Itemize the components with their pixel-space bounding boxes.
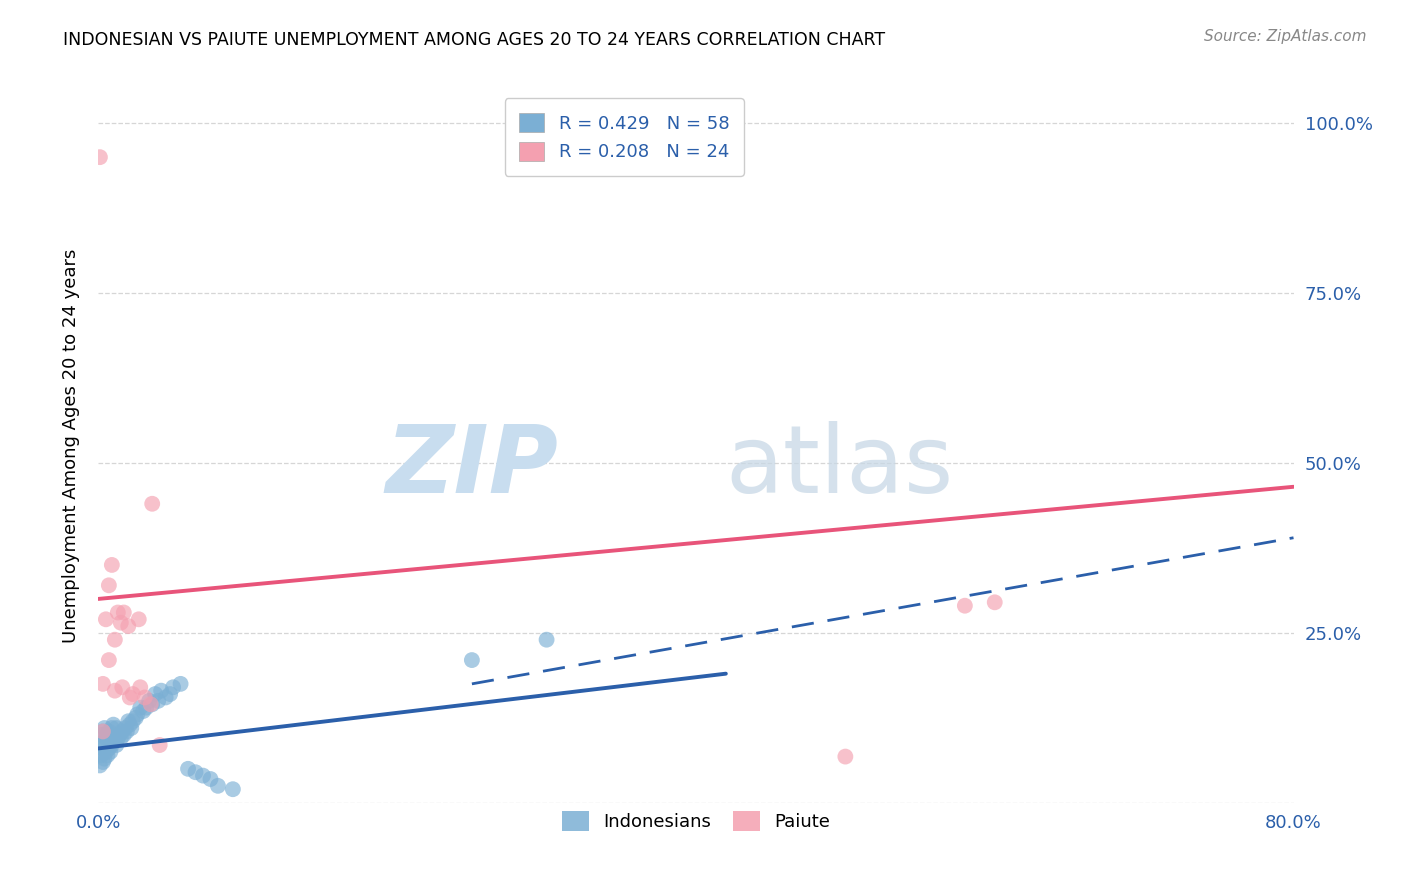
Point: [97, 578, 120, 592]
Point: [94, 745, 117, 759]
Point: [184, 765, 207, 780]
Point: [91, 724, 114, 739]
Point: [101, 721, 124, 735]
Point: [91, 724, 114, 739]
Point: [91, 755, 114, 769]
Point: [132, 704, 155, 718]
Point: [112, 728, 135, 742]
Text: ZIP: ZIP: [385, 421, 558, 514]
Point: [148, 694, 170, 708]
Point: [953, 599, 976, 613]
Point: [112, 606, 135, 620]
Point: [90, 748, 112, 763]
Point: [98, 745, 122, 759]
Point: [93, 751, 115, 765]
Point: [111, 680, 134, 694]
Point: [96, 748, 118, 763]
Point: [97, 653, 120, 667]
Point: [207, 779, 229, 793]
Point: [93, 734, 115, 748]
Point: [108, 728, 131, 742]
Point: [118, 717, 141, 731]
Point: [169, 677, 191, 691]
Point: [150, 683, 173, 698]
Point: [536, 632, 558, 647]
Point: [97, 741, 120, 756]
Point: [159, 687, 181, 701]
Point: [121, 687, 143, 701]
Point: [93, 721, 115, 735]
Point: [141, 497, 163, 511]
Point: [94, 612, 117, 626]
Point: [200, 772, 222, 786]
Point: [134, 690, 156, 705]
Point: [120, 721, 142, 735]
Point: [117, 619, 139, 633]
Point: [115, 724, 138, 739]
Point: [94, 731, 117, 746]
Point: [91, 677, 114, 691]
Point: [98, 728, 122, 742]
Point: [129, 700, 152, 714]
Point: [222, 782, 245, 797]
Point: [110, 615, 132, 630]
Point: [101, 558, 124, 572]
Point: [107, 606, 129, 620]
Point: [135, 700, 157, 714]
Point: [89, 758, 111, 772]
Point: [149, 738, 172, 752]
Point: [191, 769, 214, 783]
Text: INDONESIAN VS PAIUTE UNEMPLOYMENT AMONG AGES 20 TO 24 YEARS CORRELATION CHART: INDONESIAN VS PAIUTE UNEMPLOYMENT AMONG …: [63, 31, 886, 49]
Point: [118, 690, 141, 705]
Point: [104, 683, 127, 698]
Point: [128, 612, 150, 626]
Point: [125, 711, 148, 725]
Legend: Indonesians, Paiute: Indonesians, Paiute: [553, 802, 839, 840]
Point: [89, 150, 111, 164]
Point: [103, 717, 125, 731]
Point: [117, 714, 139, 729]
Point: [177, 762, 200, 776]
Text: atlas: atlas: [725, 421, 953, 514]
Point: [127, 707, 149, 722]
Point: [111, 724, 134, 739]
Point: [984, 595, 1007, 609]
Point: [155, 690, 177, 705]
Point: [461, 653, 484, 667]
Point: [105, 721, 128, 735]
Point: [90, 728, 112, 742]
Point: [104, 632, 127, 647]
Y-axis label: Unemployment Among Ages 20 to 24 years: Unemployment Among Ages 20 to 24 years: [62, 249, 80, 643]
Point: [162, 680, 184, 694]
Point: [114, 721, 136, 735]
Point: [139, 698, 162, 712]
Point: [96, 728, 118, 742]
Point: [143, 687, 166, 701]
Point: [110, 731, 132, 746]
Point: [104, 731, 127, 746]
Point: [834, 749, 856, 764]
Point: [91, 741, 114, 756]
Point: [97, 724, 120, 739]
Point: [141, 698, 163, 712]
Point: [103, 734, 125, 748]
Point: [90, 738, 112, 752]
Point: [107, 731, 129, 746]
Point: [129, 680, 152, 694]
Point: [101, 738, 124, 752]
Point: [105, 738, 128, 752]
Point: [121, 714, 143, 729]
Text: Source: ZipAtlas.com: Source: ZipAtlas.com: [1204, 29, 1367, 44]
Point: [138, 694, 160, 708]
